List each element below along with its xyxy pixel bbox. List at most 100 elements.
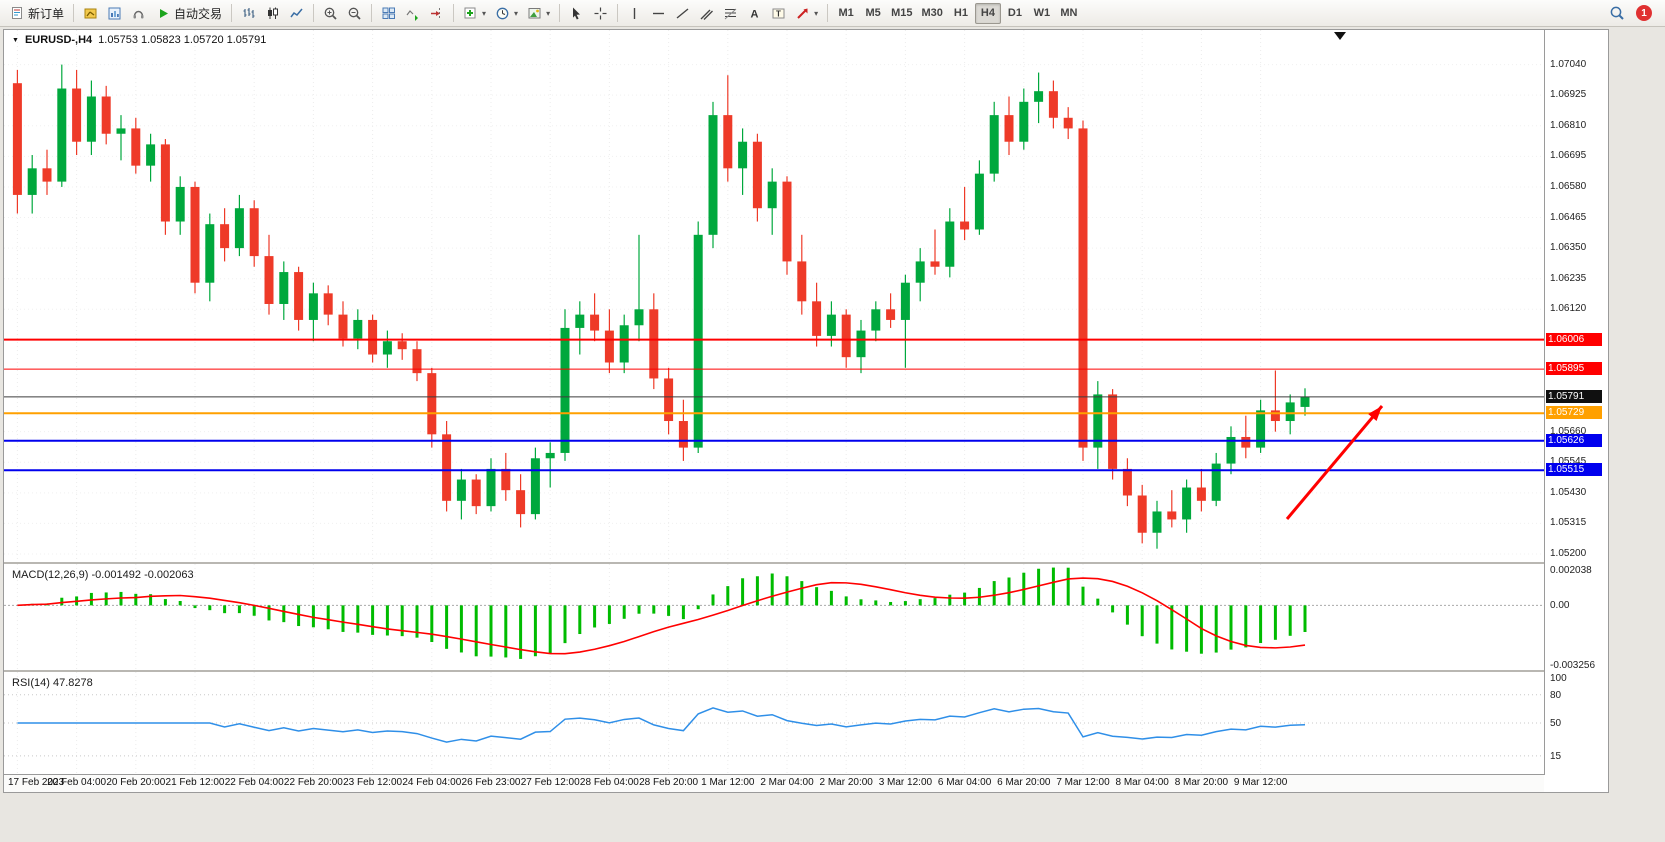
chevron-down-icon: ▾ — [514, 8, 519, 18]
new-order-label: 新订单 — [28, 6, 65, 21]
cursor-icon[interactable] — [565, 3, 588, 24]
price-tick-label: 1.06810 — [1550, 119, 1587, 131]
periods-icon[interactable]: ▾ — [491, 3, 522, 24]
trend-arrow-annotation[interactable] — [1285, 405, 1384, 520]
bar-chart-icon[interactable] — [237, 3, 260, 24]
chart-shift-marker[interactable] — [1334, 32, 1346, 40]
macd-histogram — [30, 567, 1307, 659]
price-tick-label: 1.05430 — [1550, 486, 1587, 498]
price-level-badge[interactable]: 1.05791 — [1546, 389, 1602, 403]
templates-icon[interactable]: ▾ — [523, 3, 554, 24]
rsi-panel[interactable] — [4, 672, 1544, 774]
price-level-badge[interactable]: 1.05729 — [1546, 406, 1602, 420]
chevron-down-icon: ▾ — [814, 8, 819, 18]
rsi-line — [17, 707, 1306, 743]
horizontal-line-icon[interactable] — [647, 3, 670, 24]
time-axis-label: 3 Mar 12:00 — [878, 777, 933, 788]
svg-text:T: T — [776, 9, 781, 18]
macd-axis-label: -0.003256 — [1550, 660, 1596, 671]
toolbar-separator — [231, 4, 233, 22]
price-level-badge[interactable]: 1.05895 — [1546, 362, 1602, 376]
time-axis-label: 23 Feb 12:00 — [343, 777, 403, 788]
toolbar: 新订单 自动交易 ▾ — [0, 0, 1665, 27]
crosshair-icon[interactable] — [589, 3, 612, 24]
panel-separator[interactable] — [4, 562, 1606, 564]
timeframe-W1[interactable]: W1 — [1029, 3, 1055, 24]
chart-ohlc-values: 1.05753 1.05823 1.05720 1.05791 — [98, 34, 267, 46]
time-axis-label: 24 Feb 04:00 — [402, 777, 462, 788]
timeframe-M1[interactable]: M1 — [833, 3, 859, 24]
panel-separator[interactable] — [4, 670, 1606, 672]
line-chart-icon[interactable] — [285, 3, 308, 24]
price-axis[interactable]: 1.07040 1.06925 1.06810 1.06695 1.06580 1.064… — [1544, 30, 1607, 775]
price-tick-label: 1.07040 — [1550, 58, 1587, 70]
market-watch-icon[interactable] — [79, 3, 102, 24]
data-window-icon[interactable] — [103, 3, 126, 24]
news-icon[interactable] — [127, 3, 150, 24]
text-icon[interactable]: A — [743, 3, 766, 24]
toolbar-separator — [371, 4, 373, 22]
tile-windows-icon[interactable] — [377, 3, 400, 24]
auto-trading-label: 自动交易 — [174, 6, 223, 21]
chart-symbol-label: EURUSD-,H4 — [24, 34, 93, 46]
macd-panel[interactable] — [4, 564, 1544, 670]
zoom-out-icon[interactable] — [343, 3, 366, 24]
timeframe-M5[interactable]: M5 — [860, 3, 886, 24]
panel-separator — [4, 774, 1606, 775]
time-axis-label: 6 Mar 04:00 — [937, 777, 992, 788]
price-level-badge[interactable]: 1.06006 — [1546, 332, 1602, 346]
chevron-down-icon: ▾ — [546, 8, 551, 18]
time-axis-label: 17 Feb 2023 — [8, 777, 65, 788]
new-order-icon — [9, 5, 25, 21]
zoom-in-icon[interactable] — [319, 3, 342, 24]
main-chart[interactable] — [4, 30, 1544, 562]
timeframe-MN[interactable]: MN — [1056, 3, 1082, 24]
timeframe-M15[interactable]: M15 — [887, 3, 916, 24]
fibonacci-icon[interactable] — [719, 3, 742, 24]
candlestick-chart-icon[interactable] — [261, 3, 284, 24]
price-tick-label: 1.06120 — [1550, 303, 1587, 315]
timeframe-H1[interactable]: H1 — [948, 3, 974, 24]
notification-badge[interactable]: 1 — [1636, 5, 1652, 21]
chart-shift-icon[interactable] — [425, 3, 448, 24]
auto-scroll-icon[interactable] — [401, 3, 424, 24]
time-axis-label: 2 Mar 04:00 — [760, 777, 814, 788]
time-axis[interactable]: 17 Feb 2023 20 Feb 04:00 20 Feb 20:00 21 Fe… — [4, 775, 1544, 792]
time-axis-label: 6 Mar 20:00 — [997, 777, 1051, 788]
chart-window: ▼ EURUSD-,H4 1.05753 1.05823 1.05720 1.0… — [3, 29, 1609, 793]
new-order-button[interactable]: 新订单 — [5, 3, 68, 24]
svg-text:A: A — [751, 8, 759, 20]
price-tick-label: 1.06350 — [1550, 242, 1587, 254]
macd-signal-line — [17, 577, 1306, 655]
new-chart-icon[interactable]: ▾ — [459, 3, 490, 24]
time-axis-label: 26 Feb 23:00 — [461, 777, 521, 788]
chart-dropdown-icon[interactable]: ▼ — [12, 36, 19, 44]
timeframe-D1[interactable]: D1 — [1002, 3, 1028, 24]
vertical-line-icon[interactable] — [623, 3, 646, 24]
time-axis-label: 2 Mar 20:00 — [819, 777, 873, 788]
price-level-badge[interactable]: 1.05626 — [1546, 433, 1602, 447]
price-tick-label: 1.06465 — [1550, 211, 1587, 223]
price-level-badge[interactable]: 1.05515 — [1546, 463, 1602, 477]
auto-trading-button[interactable]: 自动交易 — [151, 3, 226, 24]
toolbar-separator — [453, 4, 455, 22]
time-axis-label: 8 Mar 04:00 — [1115, 777, 1169, 788]
arrows-icon[interactable]: ▾ — [791, 3, 822, 24]
timeframe-M30[interactable]: M30 — [918, 3, 947, 24]
text-label-icon[interactable]: T — [767, 3, 790, 24]
time-axis-label: 22 Feb 20:00 — [283, 777, 343, 788]
rsi-label: RSI(14) 47.8278 — [12, 677, 93, 689]
rsi-axis-label: 100 — [1550, 673, 1567, 684]
toolbar-separator — [73, 4, 75, 22]
timeframe-H4[interactable]: H4 — [974, 2, 1001, 24]
rsi-axis-label: 50 — [1550, 718, 1562, 729]
macd-axis-label: 0.002038 — [1550, 565, 1592, 576]
rsi-axis-label: 15 — [1550, 750, 1562, 762]
trendline-icon[interactable] — [671, 3, 694, 24]
toolbar-separator — [827, 4, 829, 22]
equidistant-channel-icon[interactable] — [695, 3, 718, 24]
toolbar-separator — [617, 4, 619, 22]
window-gutter — [1609, 29, 1665, 792]
chart-title: ▼ EURUSD-,H4 1.05753 1.05823 1.05720 1.0… — [12, 34, 266, 46]
search-icon[interactable] — [1605, 3, 1629, 24]
